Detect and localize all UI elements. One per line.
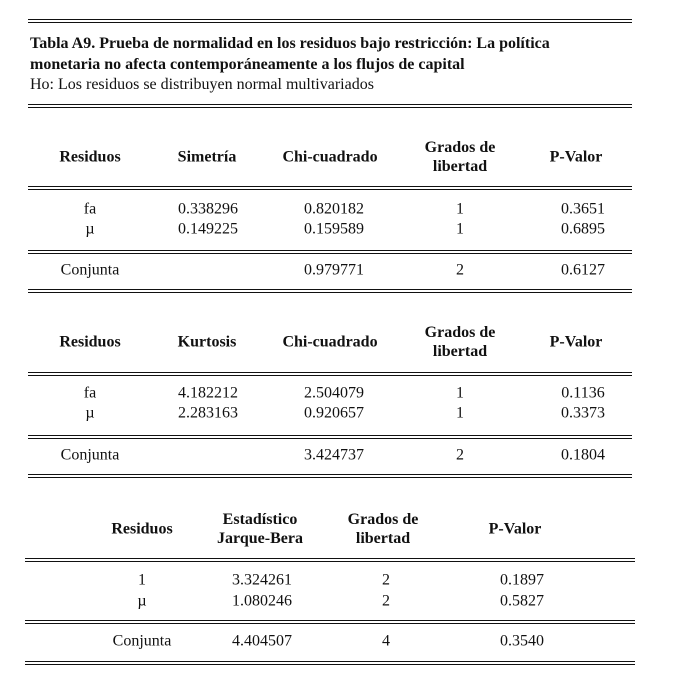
total-cell: 0.3540 [500, 632, 544, 650]
total-cell: 0.6127 [561, 261, 605, 279]
total-cell: 4 [382, 632, 390, 650]
table-cell: 0.1897 [500, 571, 544, 589]
title-rule [28, 104, 632, 108]
total-cell: Conjunta [112, 632, 172, 650]
column-header: P-Valor [549, 148, 603, 166]
table-title-line2: monetaria no afecta contemporáneamente a… [30, 56, 465, 73]
top-rule [28, 19, 632, 23]
table-cell: 0.5827 [500, 592, 544, 610]
table-cell: 1.080246 [232, 592, 292, 610]
column-header: Grados de libertad [347, 510, 419, 547]
table-cell: 0.1136 [561, 384, 605, 402]
table-rule [28, 435, 632, 439]
column-header: Chi-cuadrado [282, 148, 378, 166]
table-cell: 0.3651 [561, 200, 605, 218]
table-cell: 3.324261 [232, 571, 292, 589]
column-header: Kurtosis [177, 333, 237, 351]
table-rule [28, 289, 632, 293]
total-cell: Conjunta [60, 261, 120, 279]
table-rule [28, 250, 632, 254]
table-cell: 0.820182 [304, 200, 364, 218]
table-cell: 0.338296 [178, 200, 238, 218]
table-cell: 0.159589 [304, 220, 364, 238]
table-cell: 1 [138, 571, 146, 589]
column-header: Residuos [59, 333, 121, 351]
total-cell: 4.404507 [232, 632, 292, 650]
total-cell: Conjunta [60, 446, 120, 464]
table-cell: 0.149225 [178, 220, 238, 238]
total-cell: 3.424737 [304, 446, 364, 464]
table-subtitle: Ho: Los residuos se distribuyen normal m… [30, 76, 374, 93]
total-cell: 0.1804 [561, 446, 605, 464]
column-header: Simetría [177, 148, 237, 166]
table-cell: 2.283163 [178, 404, 238, 422]
column-header: P-Valor [488, 520, 542, 538]
table-cell: 1 [456, 220, 464, 238]
table-cell: µ [137, 592, 147, 610]
table-cell: 2 [382, 571, 390, 589]
table-cell: 0.920657 [304, 404, 364, 422]
column-header: Residuos [59, 148, 121, 166]
table-rule [25, 620, 635, 624]
table-title-line1: Tabla A9. Prueba de normalidad en los re… [30, 35, 550, 52]
column-header: Grados de libertad [424, 323, 496, 360]
table-rule [25, 661, 635, 665]
table-rule [28, 372, 632, 376]
table-cell: µ [85, 220, 95, 238]
table-cell: 1 [456, 384, 464, 402]
table-cell: 0.6895 [561, 220, 605, 238]
column-header: P-Valor [549, 333, 603, 351]
table-cell: fa [83, 384, 97, 402]
column-header: Grados de libertad [424, 138, 496, 175]
total-cell: 2 [456, 446, 464, 464]
table-cell: 0.3373 [561, 404, 605, 422]
table-cell: fa [83, 200, 97, 218]
column-header: Estadístico Jarque-Bera [217, 510, 303, 547]
table-cell: 4.182212 [178, 384, 238, 402]
table-cell: 1 [456, 404, 464, 422]
total-cell: 2 [456, 261, 464, 279]
table-cell: 2.504079 [304, 384, 364, 402]
table-cell: 1 [456, 200, 464, 218]
total-cell: 0.979771 [304, 261, 364, 279]
column-header: Residuos [111, 520, 173, 538]
column-header: Chi-cuadrado [282, 333, 378, 351]
table-cell: µ [85, 404, 95, 422]
table-rule [25, 558, 635, 562]
table-rule [28, 186, 632, 190]
table-rule [28, 474, 632, 478]
table-cell: 2 [382, 592, 390, 610]
